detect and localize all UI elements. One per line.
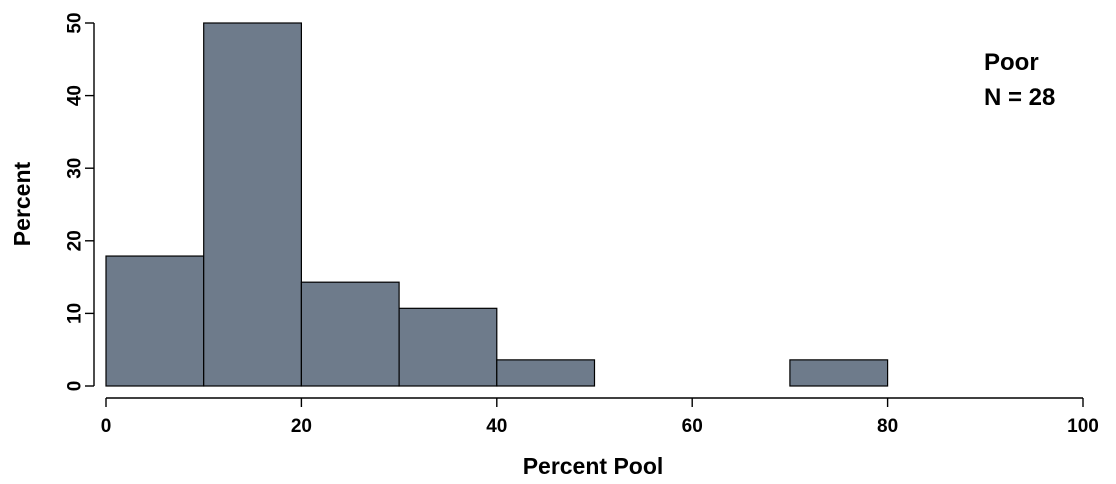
x-tick-label-0: 0: [101, 416, 112, 437]
y-tick-label-40: 40: [65, 85, 86, 106]
y-tick-label-0: 0: [65, 381, 86, 392]
histogram-bar-20-30: [300, 281, 400, 387]
sample-size-label: N = 28: [984, 84, 1055, 111]
y-axis: 0 10 20 30 40 50: [65, 12, 95, 391]
x-tick-label-20: 20: [291, 416, 312, 437]
x-tick-label-60: 60: [682, 416, 703, 437]
histogram-bars: [105, 22, 889, 387]
x-tick-label-40: 40: [486, 416, 507, 437]
x-axis-title: Percent Pool: [523, 453, 664, 479]
x-axis: 0 20 40 60 80 100: [101, 397, 1099, 437]
y-tick-label-10: 10: [65, 303, 86, 324]
group-label: Poor: [984, 49, 1039, 76]
histogram-bar-0-10: [105, 255, 205, 387]
y-axis-title: Percent: [9, 161, 35, 246]
y-tick-label-20: 20: [65, 230, 86, 251]
y-tick-label-30: 30: [65, 158, 86, 179]
x-tick-label-80: 80: [877, 416, 898, 437]
histogram-bar-30-40: [398, 307, 498, 387]
x-tick-label-100: 100: [1067, 416, 1099, 437]
histogram-bar-10-20: [203, 22, 302, 387]
y-tick-label-50: 50: [65, 12, 86, 33]
histogram-bar-70-80: [789, 359, 889, 387]
histogram-bar-40-50: [496, 359, 596, 387]
